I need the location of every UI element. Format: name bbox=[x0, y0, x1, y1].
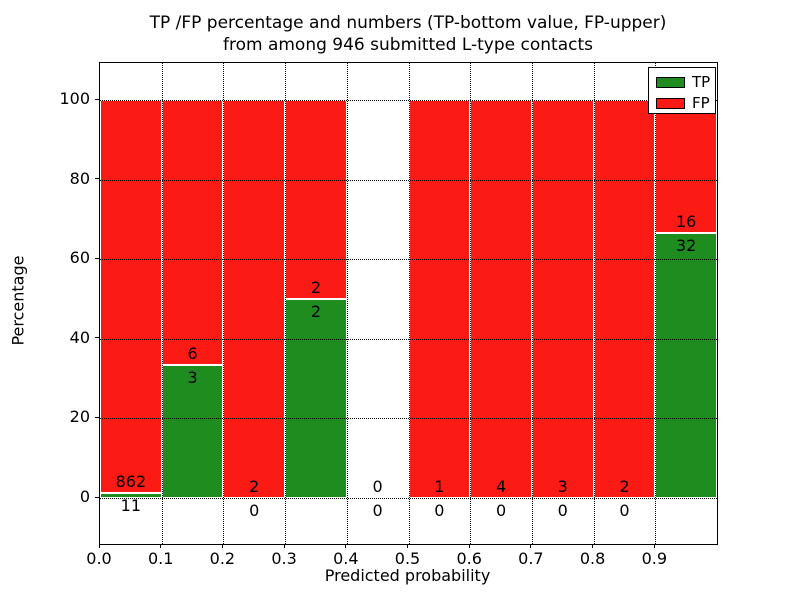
tp-count-label: 0 bbox=[434, 501, 445, 520]
figure-title-line2: from among 946 submitted L-type contacts bbox=[222, 35, 593, 55]
y-tick-mark bbox=[95, 416, 99, 418]
bar-segment-fp bbox=[161, 100, 224, 366]
bar-segment-tp bbox=[161, 365, 224, 498]
bar-segment-fp bbox=[100, 100, 162, 493]
bar-segment-tp bbox=[285, 299, 347, 498]
gridline-vertical bbox=[470, 63, 472, 544]
fp-count-label: 4 bbox=[495, 477, 507, 496]
y-tick-mark bbox=[95, 178, 99, 180]
y-tick-mark bbox=[95, 337, 99, 339]
fp-count-label: 2 bbox=[249, 477, 260, 496]
x-tick-label: 0.5 bbox=[394, 549, 421, 568]
tp-count-label: 0 bbox=[249, 501, 260, 520]
fp-count-label: 16 bbox=[675, 211, 697, 231]
legend: TP FP bbox=[648, 67, 716, 114]
x-tick-mark bbox=[530, 544, 532, 548]
y-tick-mark bbox=[95, 496, 99, 498]
y-tick-mark bbox=[95, 257, 99, 259]
tp-count-label: 0 bbox=[557, 501, 568, 520]
x-tick-label: 0.3 bbox=[271, 549, 297, 568]
x-tick-label: 0.6 bbox=[456, 549, 482, 568]
figure-title: TP /FP percentage and numbers (TP-bottom… bbox=[0, 12, 800, 56]
y-tick-label: 60 bbox=[69, 248, 90, 268]
x-tick-mark bbox=[407, 544, 408, 548]
tp-count-label: 0 bbox=[372, 501, 383, 520]
fp-count-label: 0 bbox=[372, 477, 383, 496]
fp-count-label: 3 bbox=[557, 477, 568, 496]
x-tick-label: 0.4 bbox=[333, 549, 359, 568]
tp-count-label: 32 bbox=[675, 235, 697, 255]
gridline-vertical bbox=[531, 63, 533, 544]
x-tick-label: 0.1 bbox=[147, 549, 174, 568]
x-tick-mark bbox=[221, 544, 223, 548]
bar-segment-tp bbox=[100, 492, 162, 498]
fp-count-label: 2 bbox=[619, 477, 630, 496]
x-tick-mark bbox=[283, 544, 285, 548]
x-tick-label: 0.2 bbox=[209, 549, 236, 568]
y-tick-label: 20 bbox=[69, 407, 90, 427]
y-tick-label: 80 bbox=[69, 168, 90, 188]
x-tick-label: 0.7 bbox=[518, 549, 544, 568]
bar-segment-tp bbox=[655, 232, 717, 498]
gridline-vertical bbox=[408, 63, 410, 544]
x-tick-mark bbox=[468, 544, 470, 548]
gridline-vertical bbox=[346, 63, 348, 544]
bar-segment-fp bbox=[470, 100, 532, 498]
bar-segment-fp bbox=[593, 100, 656, 498]
x-tick-mark bbox=[653, 544, 655, 548]
tp-count-label: 11 bbox=[120, 495, 142, 515]
x-tick-mark bbox=[160, 544, 162, 548]
legend-label-tp: TP bbox=[692, 73, 711, 91]
bar-segment-fp bbox=[408, 100, 471, 498]
tp-count-label: 0 bbox=[619, 501, 630, 520]
gridline-vertical bbox=[655, 63, 657, 544]
x-tick-mark bbox=[592, 544, 594, 548]
plot-area: 862 11 6 3 2 0 2 2 0 0 1 0 4 0 3 0 2 0 16 32 TP FP bbox=[99, 62, 718, 545]
y-tick-label: 40 bbox=[69, 327, 90, 347]
fp-count-label: 862 bbox=[115, 471, 147, 491]
legend-label-fp: FP bbox=[692, 94, 710, 112]
legend-swatch-fp bbox=[656, 98, 685, 109]
y-tick-label: 100 bbox=[59, 89, 90, 108]
gridline-vertical bbox=[285, 63, 287, 544]
x-tick-mark bbox=[345, 544, 347, 548]
x-axis-label: Predicted probability bbox=[324, 566, 491, 585]
bar-segment-fp bbox=[531, 100, 594, 498]
y-tick-mark bbox=[95, 98, 99, 100]
y-tick-label: 0 bbox=[79, 487, 90, 506]
x-tick-label: 0.8 bbox=[579, 549, 606, 568]
y-axis-label: Percentage bbox=[8, 255, 28, 346]
gridline-vertical bbox=[593, 63, 595, 544]
x-tick-label: 0.0 bbox=[86, 549, 112, 568]
fp-count-label: 1 bbox=[434, 477, 445, 496]
tp-count-label: 3 bbox=[187, 368, 198, 388]
x-tick-label: 0.9 bbox=[641, 549, 668, 568]
legend-item-fp: FP bbox=[656, 94, 710, 113]
tp-count-label: 2 bbox=[310, 302, 322, 321]
bar-segment-fp bbox=[223, 100, 286, 498]
tp-count-label: 0 bbox=[495, 501, 507, 520]
bar-segment-fp bbox=[655, 100, 717, 233]
figure-title-line1: TP /FP percentage and numbers (TP-bottom… bbox=[149, 13, 667, 33]
gridline-vertical bbox=[161, 63, 163, 544]
fp-count-label: 6 bbox=[187, 344, 198, 364]
x-tick-mark bbox=[98, 544, 100, 548]
legend-item-tp: TP bbox=[656, 73, 711, 92]
gridline-vertical bbox=[223, 63, 225, 544]
legend-swatch-tp bbox=[656, 77, 685, 88]
bar-segment-fp bbox=[285, 100, 347, 299]
fp-count-label: 2 bbox=[310, 278, 322, 297]
